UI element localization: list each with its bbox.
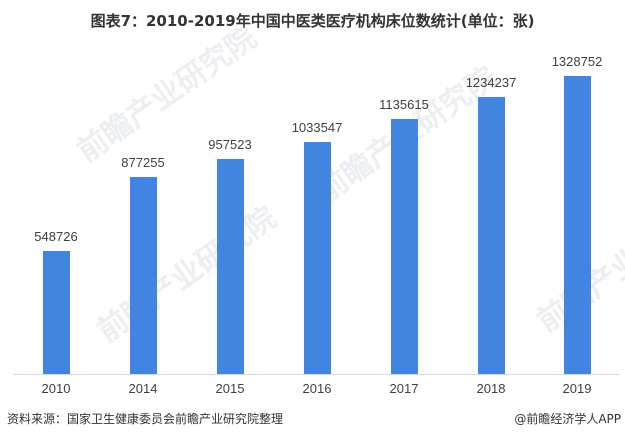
- data-label: 957523: [208, 137, 252, 152]
- data-label: 1033547: [291, 120, 343, 135]
- chart-title: 图表7：2010-2019年中国中医类医疗机构床位数统计(单位：张): [90, 12, 535, 30]
- data-label: 1234237: [465, 75, 517, 90]
- data-label: 877255: [121, 155, 165, 170]
- x-tick-label: 2019: [562, 381, 592, 396]
- bar-2015: [217, 159, 244, 374]
- bar-2019: [564, 76, 591, 374]
- data-label: 548726: [34, 229, 78, 244]
- data-label: 1328752: [551, 54, 603, 69]
- bar-2016: [304, 142, 331, 374]
- bar-2017: [391, 119, 418, 374]
- x-tick-label: 2014: [128, 381, 158, 396]
- source-note: 资料来源：国家卫生健康委员会前瞻产业研究院整理: [7, 412, 284, 426]
- credit-note: @前瞻经济学人APP: [514, 412, 621, 426]
- x-tick-label: 2016: [302, 381, 332, 396]
- x-tick-label: 2015: [215, 381, 245, 396]
- bar-2010: [43, 251, 70, 374]
- x-tick-label: 2010: [41, 381, 71, 396]
- x-tick-label: 2018: [476, 381, 506, 396]
- bar-2018: [478, 97, 505, 374]
- bar-2014: [130, 177, 157, 374]
- data-label: 1135615: [379, 97, 429, 112]
- x-axis-line: [13, 374, 620, 375]
- bar-chart: 548726 2010 877255 2014 957523 2015 1033547 201…: [13, 54, 620, 396]
- x-tick-label: 2017: [389, 381, 419, 396]
